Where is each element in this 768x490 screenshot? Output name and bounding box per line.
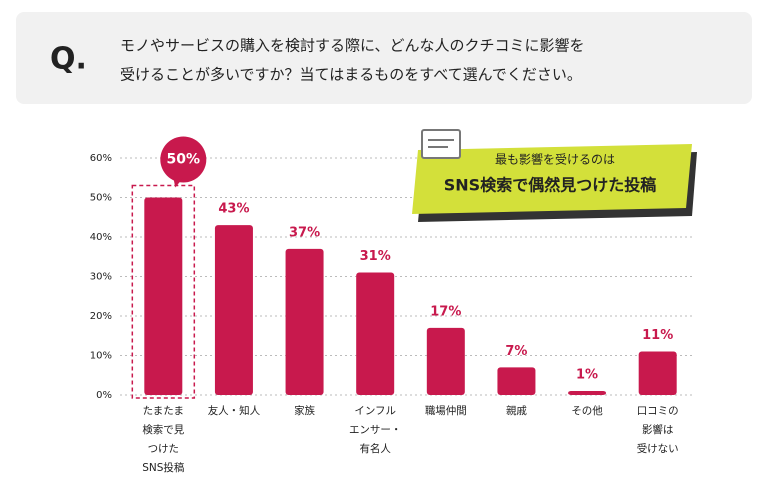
question-label: Q. — [50, 42, 87, 77]
bar — [214, 225, 253, 395]
y-tick-label: 20% — [90, 311, 112, 322]
value-label: 17% — [430, 304, 461, 319]
value-label: 43% — [218, 202, 249, 217]
bar — [638, 351, 677, 395]
x-tick-label: 職場仲間 — [424, 405, 467, 417]
value-label: 1% — [576, 368, 598, 383]
x-tick-label: 口コミの 影響は 受けない — [636, 405, 679, 455]
callout-lead: 最も影響を受けるのは — [495, 152, 615, 167]
x-tick-label: 家族 — [294, 405, 316, 417]
bar — [285, 248, 324, 395]
x-tick-label: たまたま 検索で見 つけた SNS投稿 — [142, 405, 185, 474]
value-label: 50% — [167, 152, 201, 168]
value-label: 31% — [360, 249, 391, 264]
question-line: 受けることが多いですか？当てはまるものをすべて選んでください。 — [120, 66, 582, 84]
badge — [160, 136, 207, 183]
y-tick-label: 60% — [90, 153, 112, 164]
y-tick-label: 40% — [90, 232, 112, 243]
badge-tail — [173, 177, 184, 188]
x-tick-label: インフル エンサー・ 有名人 — [348, 405, 402, 455]
icon — [421, 129, 461, 159]
value-label: 37% — [289, 225, 320, 240]
bar — [568, 391, 607, 395]
callout — [412, 144, 692, 214]
question-box — [16, 12, 752, 104]
bar — [497, 367, 536, 395]
value-label: 7% — [505, 344, 527, 359]
callout-text: SNS検索で偶然見つけた投稿 — [444, 176, 656, 195]
bar — [356, 272, 395, 395]
bar — [426, 327, 465, 395]
x-tick-label: その他 — [571, 405, 603, 417]
y-tick-label: 50% — [90, 193, 112, 204]
y-tick-label: 10% — [90, 351, 112, 362]
value-label: 11% — [642, 328, 673, 343]
question-line: モノやサービスの購入を検討する際に、どんな人のクチコミに影響を — [120, 37, 585, 55]
bar — [144, 197, 183, 395]
y-tick-label: 30% — [90, 272, 112, 283]
x-tick-label: 友人・知人 — [207, 405, 261, 417]
y-tick-label: 0% — [96, 390, 112, 401]
x-tick-label: 親戚 — [505, 405, 527, 417]
highlight-box — [131, 184, 196, 399]
